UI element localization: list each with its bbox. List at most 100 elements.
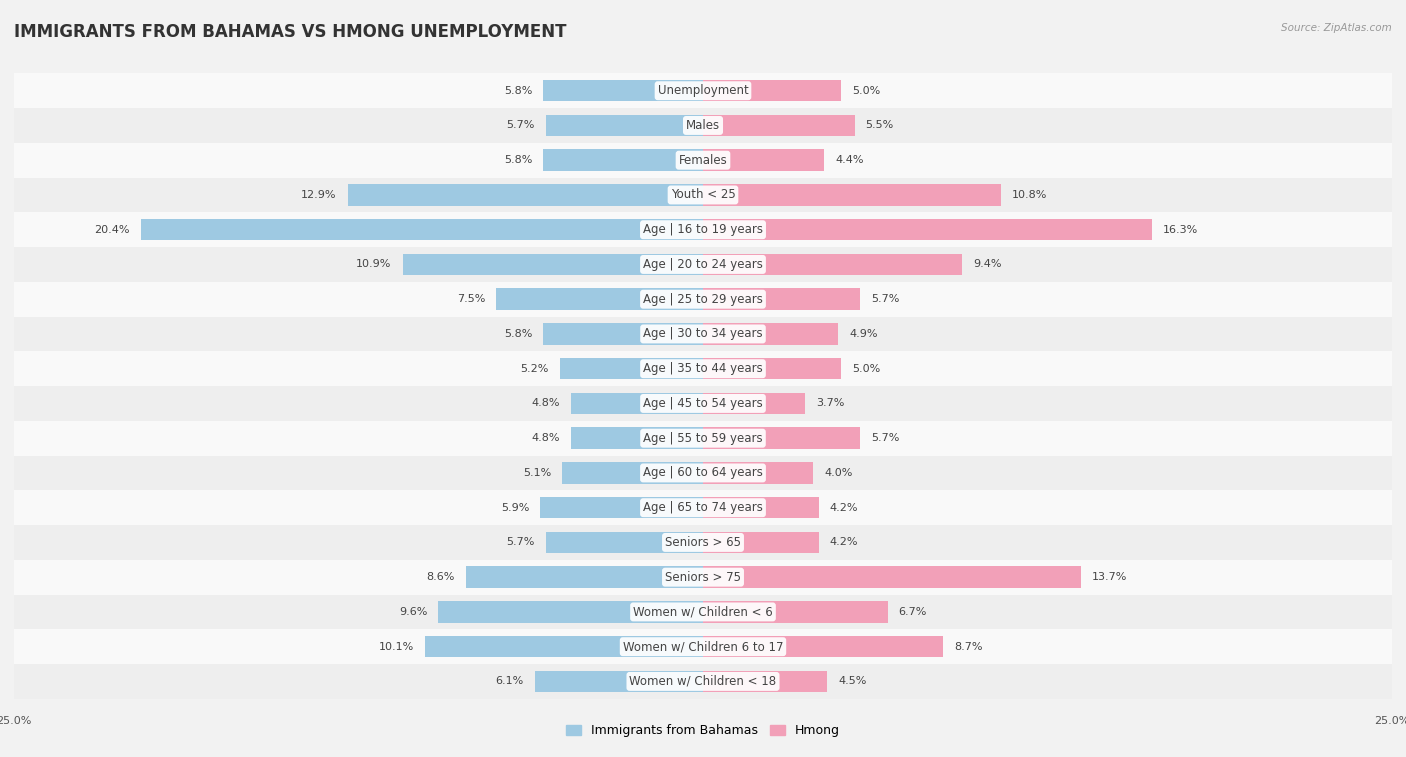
Legend: Immigrants from Bahamas, Hmong: Immigrants from Bahamas, Hmong <box>561 719 845 743</box>
Bar <box>546 115 703 136</box>
Text: 5.0%: 5.0% <box>852 86 880 95</box>
Bar <box>703 531 818 553</box>
Bar <box>703 288 860 310</box>
Bar <box>14 664 1392 699</box>
Bar <box>14 316 1392 351</box>
Text: Unemployment: Unemployment <box>658 84 748 97</box>
Bar <box>14 73 1392 108</box>
Text: Age | 55 to 59 years: Age | 55 to 59 years <box>643 431 763 444</box>
Bar <box>703 671 827 692</box>
Text: Women w/ Children < 18: Women w/ Children < 18 <box>630 675 776 688</box>
Text: 10.8%: 10.8% <box>1012 190 1047 200</box>
Bar <box>496 288 703 310</box>
Text: Age | 20 to 24 years: Age | 20 to 24 years <box>643 258 763 271</box>
Text: IMMIGRANTS FROM BAHAMAS VS HMONG UNEMPLOYMENT: IMMIGRANTS FROM BAHAMAS VS HMONG UNEMPLO… <box>14 23 567 41</box>
Bar <box>703 115 855 136</box>
Text: 13.7%: 13.7% <box>1091 572 1128 582</box>
Text: 5.7%: 5.7% <box>506 120 534 130</box>
Bar <box>14 351 1392 386</box>
Bar <box>560 358 703 379</box>
Text: 4.8%: 4.8% <box>531 398 560 409</box>
Text: 5.8%: 5.8% <box>503 86 531 95</box>
Text: 20.4%: 20.4% <box>94 225 129 235</box>
Text: Women w/ Children 6 to 17: Women w/ Children 6 to 17 <box>623 640 783 653</box>
Text: 4.8%: 4.8% <box>531 433 560 443</box>
Text: 5.0%: 5.0% <box>852 363 880 374</box>
Text: Age | 65 to 74 years: Age | 65 to 74 years <box>643 501 763 514</box>
Text: 10.1%: 10.1% <box>378 642 413 652</box>
Bar <box>571 393 703 414</box>
Text: Age | 45 to 54 years: Age | 45 to 54 years <box>643 397 763 410</box>
Text: 4.2%: 4.2% <box>830 537 858 547</box>
Bar <box>465 566 703 588</box>
Text: Age | 16 to 19 years: Age | 16 to 19 years <box>643 223 763 236</box>
Text: Women w/ Children < 6: Women w/ Children < 6 <box>633 606 773 618</box>
Bar <box>703 566 1081 588</box>
Bar <box>703 428 860 449</box>
Bar <box>703 497 818 519</box>
Bar <box>703 323 838 344</box>
Text: 4.2%: 4.2% <box>830 503 858 512</box>
Bar <box>543 149 703 171</box>
Bar <box>14 282 1392 316</box>
Text: Females: Females <box>679 154 727 167</box>
Bar <box>703 219 1152 241</box>
Text: 5.1%: 5.1% <box>523 468 551 478</box>
Bar <box>543 80 703 101</box>
Text: 5.8%: 5.8% <box>503 329 531 339</box>
Text: Source: ZipAtlas.com: Source: ZipAtlas.com <box>1281 23 1392 33</box>
Bar <box>703 601 887 623</box>
Text: 9.4%: 9.4% <box>973 260 1001 269</box>
Bar <box>402 254 703 276</box>
Text: 16.3%: 16.3% <box>1163 225 1198 235</box>
Text: Seniors > 75: Seniors > 75 <box>665 571 741 584</box>
Bar <box>14 386 1392 421</box>
Bar <box>543 323 703 344</box>
Text: Age | 35 to 44 years: Age | 35 to 44 years <box>643 362 763 375</box>
Bar <box>439 601 703 623</box>
Text: 5.7%: 5.7% <box>872 294 900 304</box>
Bar <box>425 636 703 657</box>
Text: 5.7%: 5.7% <box>872 433 900 443</box>
Bar <box>141 219 703 241</box>
Bar <box>703 184 1001 206</box>
Text: 3.7%: 3.7% <box>815 398 845 409</box>
Text: Age | 60 to 64 years: Age | 60 to 64 years <box>643 466 763 479</box>
Text: 9.6%: 9.6% <box>399 607 427 617</box>
Text: 5.5%: 5.5% <box>866 120 894 130</box>
Text: Seniors > 65: Seniors > 65 <box>665 536 741 549</box>
Text: 4.9%: 4.9% <box>849 329 877 339</box>
Text: 4.4%: 4.4% <box>835 155 863 165</box>
Text: 6.1%: 6.1% <box>496 677 524 687</box>
Text: Youth < 25: Youth < 25 <box>671 188 735 201</box>
Text: 8.7%: 8.7% <box>953 642 983 652</box>
Text: Males: Males <box>686 119 720 132</box>
Bar <box>562 463 703 484</box>
Bar <box>703 254 962 276</box>
Bar <box>14 456 1392 491</box>
Text: 5.9%: 5.9% <box>501 503 530 512</box>
Text: 5.2%: 5.2% <box>520 363 548 374</box>
Text: 8.6%: 8.6% <box>426 572 456 582</box>
Bar <box>14 143 1392 178</box>
Bar <box>534 671 703 692</box>
Bar <box>14 212 1392 247</box>
Text: 12.9%: 12.9% <box>301 190 336 200</box>
Bar <box>703 636 943 657</box>
Bar <box>546 531 703 553</box>
Bar <box>14 491 1392 525</box>
Bar <box>571 428 703 449</box>
Bar <box>540 497 703 519</box>
Text: 4.5%: 4.5% <box>838 677 866 687</box>
Bar <box>14 594 1392 629</box>
Text: Age | 25 to 29 years: Age | 25 to 29 years <box>643 293 763 306</box>
Bar <box>703 358 841 379</box>
Text: 6.7%: 6.7% <box>898 607 927 617</box>
Bar <box>14 629 1392 664</box>
Bar <box>14 178 1392 212</box>
Bar <box>703 149 824 171</box>
Bar <box>347 184 703 206</box>
Text: 7.5%: 7.5% <box>457 294 485 304</box>
Bar <box>14 525 1392 560</box>
Text: 5.7%: 5.7% <box>506 537 534 547</box>
